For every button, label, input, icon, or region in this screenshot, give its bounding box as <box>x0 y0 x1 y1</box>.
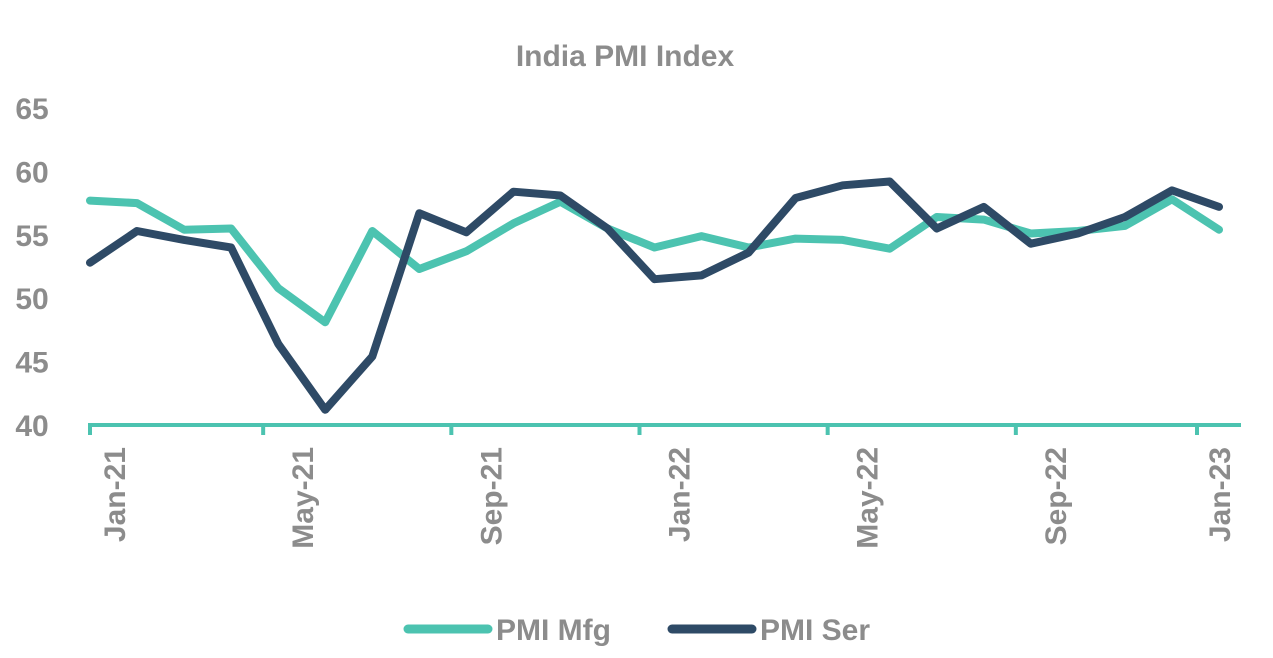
series-line-pmi-mfg <box>86 195 1223 327</box>
x-axis-tick-labels: Jan-21 May-21 Sep-21 Jan-22 May-22 Sep-22 Jan-… <box>99 447 1237 549</box>
legend-label: PMI Mfg <box>496 614 611 647</box>
y-tick-label: 50 <box>15 283 48 316</box>
x-tick-label: Sep-21 <box>475 447 508 545</box>
series-line-pmi-ser <box>86 177 1223 414</box>
x-tick-label: Jan-21 <box>99 447 132 542</box>
chart-title: India PMI Index <box>516 40 735 73</box>
y-tick-label: 45 <box>15 347 48 380</box>
series-lines <box>86 177 1223 414</box>
x-axis <box>88 423 1241 435</box>
y-tick-label: 55 <box>15 220 48 253</box>
y-tick-label: 65 <box>15 93 48 126</box>
x-tick-label: May-22 <box>852 447 885 549</box>
x-tick-label: Jan-23 <box>1204 447 1237 542</box>
x-tick-label: May-21 <box>287 447 320 549</box>
x-tick-label: Sep-22 <box>1040 447 1073 545</box>
legend-label: PMI Ser <box>760 614 870 647</box>
y-tick-label: 60 <box>15 156 48 189</box>
legend: PMI Mfg PMI Ser <box>403 614 870 647</box>
x-tick-label: Jan-22 <box>664 447 697 542</box>
y-axis-ticks: 40 45 50 55 60 65 <box>15 93 48 443</box>
y-tick-label: 40 <box>15 410 48 443</box>
